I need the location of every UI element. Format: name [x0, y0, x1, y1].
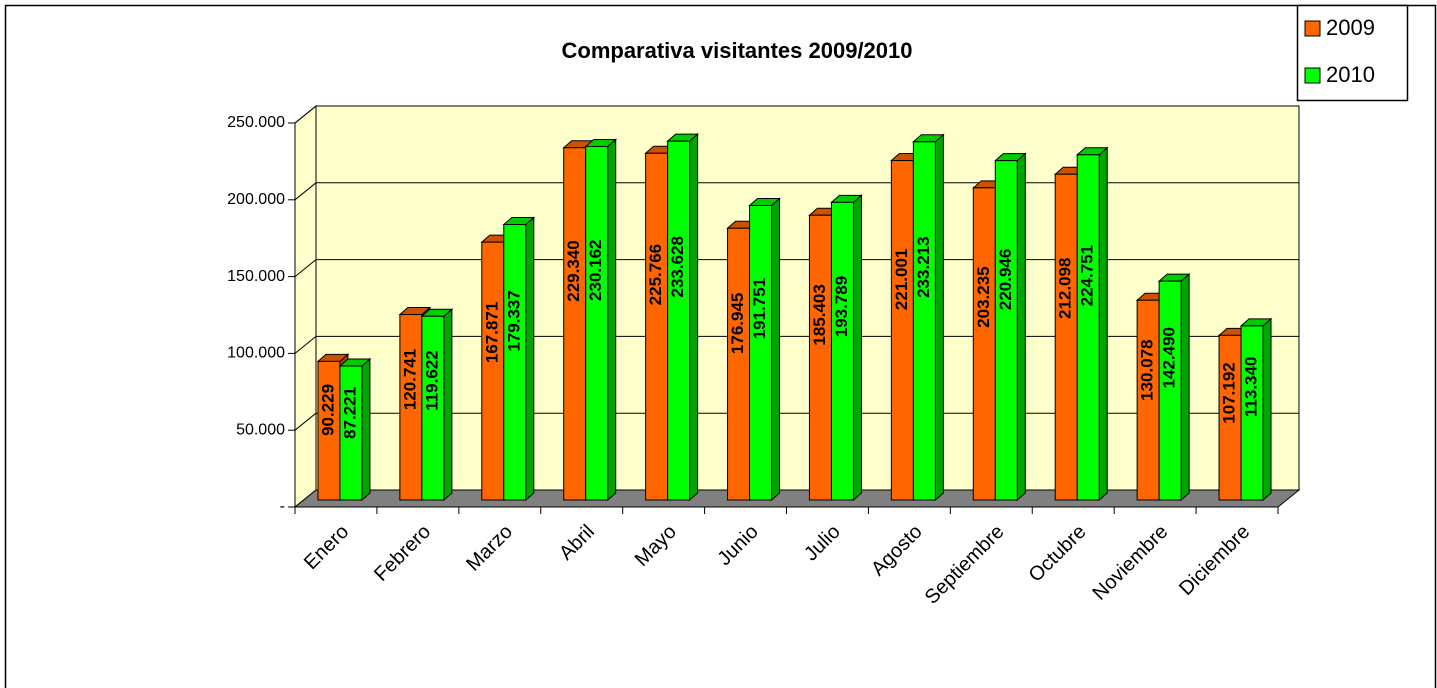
- value-label: 224.751: [1078, 245, 1097, 306]
- legend-swatch: [1304, 67, 1321, 84]
- legend-label: 2010: [1326, 62, 1375, 87]
- bar-side: [934, 133, 944, 502]
- value-label: 191.751: [750, 278, 769, 339]
- value-label: 193.789: [832, 276, 851, 337]
- bar: [481, 241, 505, 501]
- y-tick-label: 200.000: [227, 191, 285, 208]
- bar: [563, 147, 587, 501]
- bar-side: [607, 138, 617, 502]
- bar: [503, 224, 527, 501]
- bar-side: [1180, 273, 1190, 502]
- legend-swatch: [1304, 20, 1321, 37]
- value-label: 221.001: [892, 249, 911, 310]
- value-label: 185.403: [810, 284, 829, 345]
- bar: [808, 214, 832, 501]
- bar-side: [852, 194, 862, 502]
- y-tick-label: -: [280, 498, 285, 515]
- chart-title: Comparativa visitantes 2009/2010: [562, 38, 913, 63]
- bar-side: [443, 308, 453, 502]
- value-label: 220.946: [996, 249, 1015, 310]
- bar: [421, 315, 445, 501]
- value-label: 113.340: [1242, 357, 1261, 418]
- bar-side: [1098, 146, 1108, 502]
- bar-side: [1016, 152, 1026, 502]
- value-label: 203.235: [974, 266, 993, 327]
- legend-label: 2009: [1326, 15, 1375, 40]
- value-label: 87.221: [340, 387, 359, 439]
- back-wall: [315, 105, 1300, 491]
- bar: [972, 187, 996, 501]
- value-label: 179.337: [504, 290, 523, 351]
- value-label: 230.162: [586, 239, 605, 300]
- bar: [585, 145, 609, 501]
- grid-line: [294, 336, 317, 354]
- value-label: 229.340: [564, 240, 583, 301]
- bar: [830, 201, 854, 501]
- bar: [645, 152, 669, 501]
- y-tick-label: 100.000: [227, 345, 285, 362]
- bar-side: [689, 133, 699, 502]
- y-tick-label: 250.000: [227, 114, 285, 131]
- bar: [1158, 280, 1182, 501]
- bar: [749, 204, 773, 501]
- bar: [727, 227, 751, 501]
- value-label: 120.741: [400, 349, 419, 410]
- bar-side: [1262, 317, 1272, 502]
- grid-line: [294, 105, 317, 124]
- bar: [890, 160, 914, 501]
- bar: [1054, 173, 1078, 501]
- value-label: 167.871: [482, 302, 501, 363]
- bar: [339, 365, 363, 501]
- grid-line: [294, 182, 317, 201]
- value-label: 107.192: [1220, 362, 1239, 423]
- value-label: 130.078: [1138, 339, 1157, 400]
- bar-side: [525, 216, 535, 502]
- bar: [667, 140, 691, 501]
- y-tick-label: 50.000: [236, 421, 285, 438]
- value-label: 90.229: [318, 384, 337, 436]
- bar-side: [771, 197, 781, 502]
- bar: [912, 141, 936, 501]
- y-tick-label: 150.000: [227, 268, 285, 285]
- value-label: 233.628: [668, 236, 687, 297]
- value-label: 142.490: [1160, 327, 1179, 388]
- bar: [1076, 154, 1100, 501]
- bar-side: [361, 357, 371, 502]
- value-label: 119.622: [422, 350, 441, 411]
- grid-line: [294, 412, 317, 431]
- value-label: 233.213: [914, 236, 933, 297]
- grid-line: [294, 259, 317, 277]
- value-label: 176.945: [728, 293, 747, 354]
- side-wall: [294, 104, 317, 509]
- value-label: 225.766: [646, 244, 665, 305]
- bar: [994, 160, 1018, 501]
- bar: [1240, 325, 1264, 501]
- value-label: 212.098: [1056, 258, 1075, 319]
